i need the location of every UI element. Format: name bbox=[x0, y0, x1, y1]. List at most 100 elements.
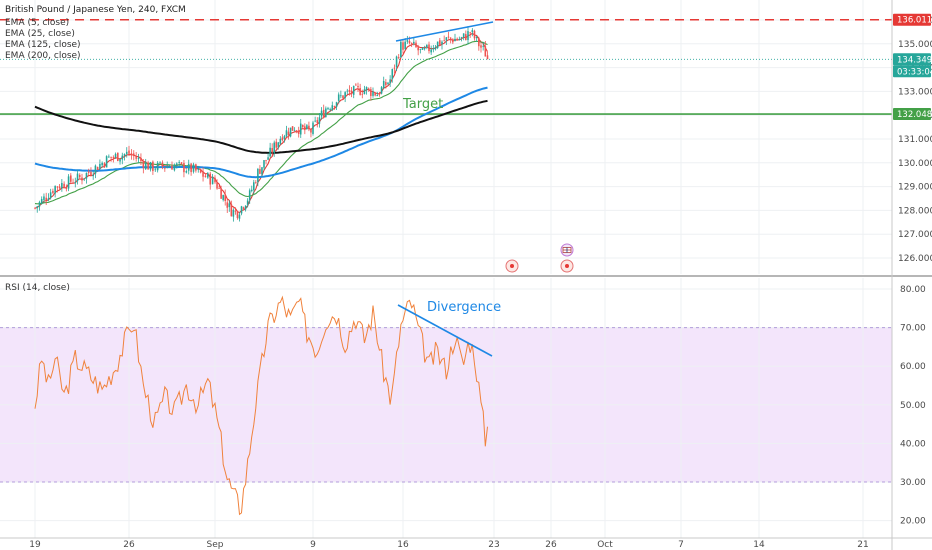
candle bbox=[211, 173, 214, 185]
candle bbox=[114, 152, 117, 160]
candle bbox=[301, 124, 304, 129]
candle bbox=[291, 126, 294, 131]
candle bbox=[238, 212, 241, 222]
price-tick-label: 128.000 bbox=[898, 206, 932, 216]
candle bbox=[482, 41, 484, 51]
legend-ema200[interactable]: EMA (200, close) bbox=[5, 51, 81, 61]
event-marker-flag[interactable] bbox=[560, 243, 574, 257]
divergence-label: Divergence bbox=[427, 300, 501, 315]
candle bbox=[325, 106, 327, 118]
candle bbox=[372, 87, 374, 98]
candle bbox=[171, 161, 173, 170]
candle bbox=[230, 200, 233, 217]
candle bbox=[112, 155, 115, 163]
price-tick-label: 126.000 bbox=[898, 254, 932, 264]
candle bbox=[242, 206, 245, 211]
candle bbox=[244, 205, 247, 212]
price-tick-label: 130.000 bbox=[898, 159, 932, 169]
candle bbox=[283, 134, 286, 143]
candle bbox=[236, 211, 239, 220]
x-tick-label: Sep bbox=[207, 540, 224, 550]
candle bbox=[246, 198, 249, 208]
event-marker-2[interactable] bbox=[560, 259, 574, 273]
candle bbox=[183, 159, 185, 178]
candle bbox=[329, 107, 331, 112]
candle bbox=[259, 165, 261, 175]
candle bbox=[445, 37, 448, 46]
candle bbox=[185, 169, 188, 174]
candle bbox=[209, 171, 212, 190]
candle bbox=[192, 162, 195, 174]
rsi-tick-label: 40.00 bbox=[900, 439, 926, 449]
candle bbox=[467, 26, 469, 45]
rsi-label[interactable]: RSI (14, close) bbox=[5, 283, 70, 293]
candle bbox=[63, 181, 65, 189]
candle bbox=[475, 35, 478, 42]
candle bbox=[154, 166, 157, 172]
candle bbox=[449, 37, 452, 44]
price-tick-label: 133.000 bbox=[898, 87, 932, 97]
current-price-tag: 134.349 bbox=[893, 53, 932, 66]
symbol-title[interactable]: British Pound / Japanese Yen, 240, FXCM bbox=[5, 5, 186, 15]
support-price-tag: 132.048 bbox=[893, 108, 932, 121]
candle bbox=[389, 75, 391, 87]
candle bbox=[439, 37, 441, 46]
ema5-line bbox=[34, 32, 488, 214]
candle bbox=[281, 134, 284, 142]
candle bbox=[370, 86, 372, 101]
ema-layer bbox=[34, 32, 488, 214]
candle bbox=[361, 89, 364, 99]
target-label: Target bbox=[402, 97, 443, 112]
candle bbox=[415, 40, 417, 49]
candle bbox=[357, 82, 359, 93]
candle bbox=[99, 159, 101, 170]
candle bbox=[306, 123, 308, 130]
candle bbox=[92, 171, 94, 180]
candle bbox=[289, 127, 292, 138]
rsi-tick-label: 30.00 bbox=[900, 478, 926, 488]
candle bbox=[293, 127, 296, 132]
candle bbox=[426, 44, 428, 50]
candle bbox=[56, 186, 59, 193]
svg-text:134.349: 134.349 bbox=[897, 55, 932, 65]
candle bbox=[137, 153, 140, 164]
candle bbox=[295, 129, 298, 134]
legend-ema125[interactable]: EMA (125, close) bbox=[5, 40, 81, 50]
candle bbox=[123, 153, 126, 161]
candle bbox=[400, 40, 402, 59]
candle bbox=[318, 113, 321, 128]
candle bbox=[374, 92, 376, 97]
legend-ema5[interactable]: EMA (5, close) bbox=[5, 18, 69, 28]
candle bbox=[387, 81, 389, 85]
event-marker-1[interactable] bbox=[505, 259, 519, 273]
candle bbox=[460, 36, 463, 42]
candle bbox=[49, 188, 52, 200]
legend-ema25[interactable]: EMA (25, close) bbox=[5, 29, 75, 39]
candle bbox=[168, 164, 171, 168]
candle bbox=[316, 117, 319, 128]
candle bbox=[76, 169, 79, 185]
candle bbox=[462, 33, 465, 41]
candle bbox=[285, 125, 288, 137]
candle bbox=[410, 42, 413, 48]
candle bbox=[273, 140, 276, 157]
candle bbox=[265, 159, 267, 165]
ema125-line bbox=[34, 86, 488, 179]
candle bbox=[72, 178, 74, 184]
candle bbox=[144, 158, 147, 171]
candle bbox=[85, 172, 88, 184]
candle bbox=[255, 180, 257, 184]
candle bbox=[67, 174, 70, 192]
candle bbox=[240, 205, 243, 216]
candle bbox=[119, 158, 121, 165]
candle bbox=[395, 55, 398, 72]
candle bbox=[257, 167, 259, 186]
candle bbox=[224, 189, 227, 206]
candle bbox=[312, 120, 314, 136]
candle bbox=[359, 83, 361, 96]
rsi-tick-label: 50.00 bbox=[900, 401, 926, 411]
x-tick-label: 26 bbox=[123, 540, 135, 550]
price-y-axis: 136.000135.000134.000133.000132.000131.0… bbox=[898, 16, 932, 264]
